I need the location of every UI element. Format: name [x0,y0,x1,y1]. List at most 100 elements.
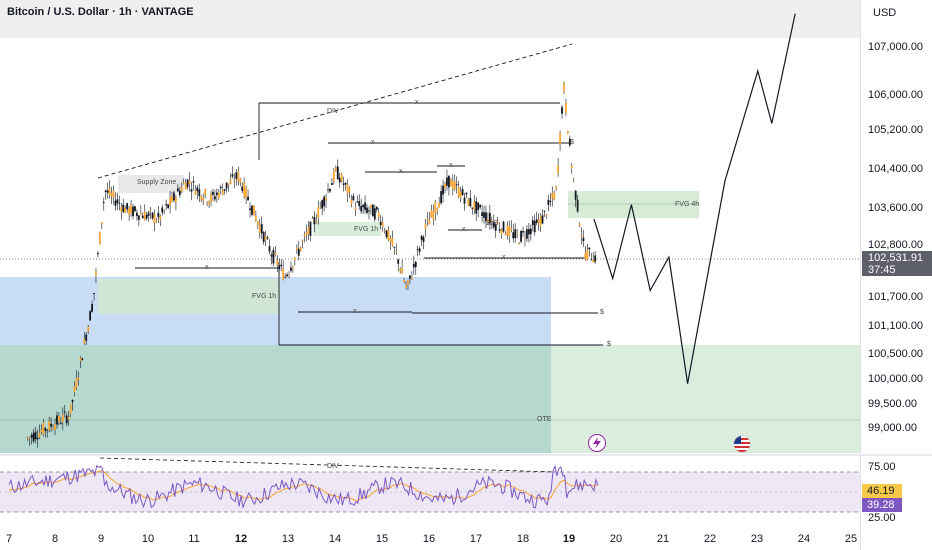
candle-body [198,189,201,196]
candle-body [292,266,294,268]
candle-body [266,237,269,239]
candle-body [143,211,146,221]
candle-body [299,247,302,251]
price-axis-separator [860,0,861,550]
candle-body [155,220,158,222]
y-tick-3: 104,400.00 [868,163,924,175]
candle-body [407,280,409,285]
rsi-tick-75: 75.00 [868,461,896,473]
candle-body [399,268,402,271]
x-tick-22: 22 [703,533,717,545]
candle-body [508,225,511,237]
y-tick-7: 101,100.00 [868,320,924,332]
candle-body [375,206,378,210]
candle-body [169,197,171,206]
currency-label[interactable]: USD [873,7,897,19]
candle-body [315,220,318,223]
last-price-value: 102,531.91 [868,252,924,264]
candle-body [487,218,489,223]
candle-body [286,274,288,277]
candle-body [465,192,468,195]
candle-body [225,182,228,189]
candles-layer [26,81,597,448]
div-rsi-label: DIV [327,463,339,470]
candle-body [393,246,396,248]
candle-body [537,220,540,223]
candle-body [539,216,542,227]
candle-body [426,218,429,220]
candle-body [424,223,427,229]
candle-body [434,201,437,214]
x-mark-3: x [502,254,506,261]
dollar-mark-3: $ [570,139,574,146]
candle-body [165,204,168,206]
candle-body [61,414,64,422]
candle-body [175,197,177,202]
candle-body [420,235,423,240]
candle-body [432,211,435,220]
candle-body [110,193,113,197]
candle-body [346,184,349,194]
candle-body [254,215,257,221]
candle-body [360,206,363,212]
symbol-title[interactable]: Bitcoin / U.S. Dollar · 1h · VANTAGE [7,6,194,18]
candle-body [368,210,370,212]
x-tick-8: 8 [51,533,59,545]
us-flag-icon[interactable] [733,435,751,453]
x-mark-8: x [371,139,375,146]
candle-body [547,200,550,205]
x-tick-12: 12 [234,533,248,545]
candle-body [325,197,327,201]
candle-body [182,182,185,184]
x-tick-13: 13 [281,533,295,545]
supply-zone-label: Supply Zone [137,179,177,186]
candle-body [527,228,530,235]
x-tick-20: 20 [609,533,623,545]
x-mark-7: x [462,226,466,233]
candle-body [336,166,339,180]
candle-body [446,177,448,186]
supply-zone [118,175,184,193]
x-mark-1: x [415,99,419,106]
candle-body [167,204,170,208]
candle-body [518,243,521,245]
candle-body [490,219,493,222]
lightning-event-icon[interactable] [588,434,606,452]
sos-label: SoS [485,220,499,227]
x-tick-25: 25 [844,533,858,545]
candle-body [262,232,265,242]
candle-body [190,189,193,192]
candle-body [258,225,261,233]
candle-body [457,187,460,197]
candle-body [342,183,345,185]
candle-body [147,212,150,217]
candle-body [85,334,88,341]
candle-body [401,268,404,274]
y-tick-1: 106,000.00 [868,89,924,101]
candle-body [71,400,74,403]
candle-body [137,215,140,220]
candle-body [38,432,41,438]
projection-path [593,13,796,384]
lightning-glyph-icon [593,437,601,449]
candle-body [44,427,47,432]
candle-body [161,207,164,213]
candle-body [65,415,68,424]
candle-body [108,187,111,196]
candle-body [500,229,503,235]
candle-body [237,171,240,181]
candle-body [313,216,316,225]
candle-body [592,259,595,263]
candle-body [358,201,361,207]
candle-body [194,190,197,195]
x-tick-21: 21 [656,533,670,545]
x-tick-24: 24 [797,533,811,545]
candle-body [504,234,507,236]
candle-body [531,220,534,226]
fvg-1h-label-a: FVG 1h [252,293,277,300]
candle-body [91,304,93,312]
candle-body [83,339,86,344]
candle-body [243,182,246,197]
candle-body [42,422,45,435]
